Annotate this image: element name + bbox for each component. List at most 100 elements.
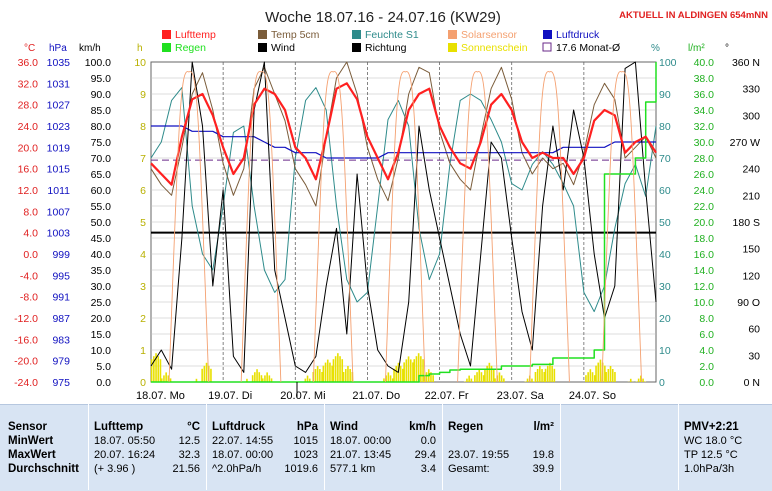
- axis-unit: %: [651, 43, 660, 54]
- sunshine-bar: [600, 360, 602, 382]
- sunshine-bar: [486, 366, 488, 382]
- sunshine-bar: [165, 372, 167, 382]
- pressure-tick: 983: [52, 334, 70, 346]
- humidity-tick: 50: [659, 217, 671, 229]
- humidity-tick: 60: [659, 185, 671, 197]
- sunshine-bar: [347, 366, 349, 382]
- temp-tick: 28.0: [18, 100, 39, 112]
- avg-note: ^2.0hPa/h: [212, 463, 261, 475]
- sunshine-bar: [151, 359, 153, 382]
- sunshine-bar: [547, 366, 549, 382]
- x-label: 19.07. Di: [208, 390, 252, 400]
- sunshine-bar: [388, 372, 390, 382]
- axis-unit: l/m²: [688, 43, 705, 54]
- sunshine-bar: [585, 375, 587, 382]
- wind-tick: 65.0: [91, 169, 112, 181]
- rain-tick: 38.0: [694, 73, 715, 85]
- wind-tick: 5.0: [96, 361, 111, 373]
- sunshine-bar: [554, 369, 556, 382]
- max-value: 29.4: [415, 448, 436, 462]
- sunshine-bar: [432, 375, 434, 382]
- sunshine-bar: [590, 369, 592, 382]
- total-label: Gesamt:: [448, 463, 490, 475]
- axis-unit: km/h: [79, 43, 101, 54]
- axis-unit: h: [137, 43, 143, 54]
- direction-tick: 30: [748, 350, 760, 362]
- direction-tick: 120: [742, 270, 760, 282]
- pressure-tick: 987: [52, 313, 70, 325]
- wind-tick: 80.0: [91, 121, 112, 133]
- sunshine-tick: 8: [140, 121, 146, 133]
- max-time: 23.07. 19:55: [448, 449, 509, 461]
- wind-tick: 100.0: [85, 57, 111, 69]
- sunshine-tick: 6: [140, 185, 146, 197]
- sunshine-tick: 1: [140, 345, 146, 357]
- legend-swatch: [258, 43, 267, 52]
- temp-tick: 20.0: [18, 142, 39, 154]
- min-value: 12.5: [179, 434, 200, 448]
- stats-col-sensor: Sensor MinWert MaxWert Durchschnitt: [8, 420, 84, 476]
- temp-tick: 12.0: [18, 185, 39, 197]
- legend-swatch: [448, 30, 457, 39]
- avg-value: 21.56: [172, 462, 200, 476]
- avg-note: (+ 3.96 ): [94, 463, 135, 475]
- row-label-min: MinWert: [8, 434, 84, 448]
- avg-value: 1019.6: [284, 462, 318, 476]
- sunshine-bar: [595, 366, 597, 382]
- wind-tick: 40.0: [91, 249, 112, 261]
- direction-tick: 240: [742, 164, 760, 176]
- max-value: 32.3: [179, 448, 200, 462]
- live-location-label: AKTUELL IN ALDINGEN 654mNN: [619, 10, 768, 21]
- direction-tick: 360 N: [732, 57, 760, 69]
- legend-label-1: Temp 5cm: [271, 29, 320, 41]
- direction-tick: 60: [748, 324, 760, 336]
- direction-tick: 150: [742, 244, 760, 256]
- wind-tick: 95.0: [91, 73, 112, 85]
- pressure-tick: 1015: [47, 164, 71, 176]
- sunshine-bar: [337, 353, 339, 382]
- dewpoint-value: TP 12.5 °C: [684, 448, 768, 462]
- sunshine-bar: [307, 376, 309, 382]
- rain-tick: 2.0: [699, 361, 714, 373]
- weather-week-chart: Woche 18.07.16 - 24.07.16 (KW29) AKTUELL…: [0, 0, 772, 400]
- max-time: 20.07. 16:24: [94, 449, 155, 461]
- sunshine-bar: [325, 363, 327, 382]
- col-header: Regen: [448, 421, 483, 433]
- windchill-value: WC 18.0 °C: [684, 434, 768, 448]
- sunshine-bar: [256, 369, 258, 382]
- sunshine-bar: [608, 369, 610, 382]
- pressure-tick: 991: [52, 292, 70, 304]
- sunshine-bar: [501, 375, 503, 382]
- sunshine-bar: [549, 363, 551, 382]
- sunshine-bar: [587, 372, 589, 382]
- sunshine-bar: [499, 372, 501, 382]
- sunshine-bar: [204, 366, 206, 382]
- direction-tick: 270 W: [730, 137, 760, 149]
- sunshine-bar: [349, 369, 351, 382]
- temp-tick: -8.0: [20, 292, 38, 304]
- humidity-tick: 10: [659, 345, 671, 357]
- sunshine-bar: [323, 366, 325, 382]
- temp-tick: -16.0: [14, 334, 38, 346]
- wind-tick: 85.0: [91, 105, 112, 117]
- temp-tick: 36.0: [18, 57, 39, 69]
- sunshine-bar: [390, 375, 392, 382]
- sunshine-bar: [491, 366, 493, 382]
- pressure-tick: 1003: [47, 228, 71, 240]
- pressure-tick: 1019: [47, 142, 71, 154]
- sunshine-bar: [489, 363, 491, 382]
- total-value: 39.9: [533, 462, 554, 476]
- legend-swatch: [162, 43, 171, 52]
- temp-tick: 32.0: [18, 78, 39, 90]
- rain-tick: 36.0: [694, 89, 715, 101]
- rain-tick: 28.0: [694, 153, 715, 165]
- rain-tick: 18.0: [694, 233, 715, 245]
- sunshine-tick: 0: [140, 377, 146, 389]
- legend-swatch: [543, 43, 551, 51]
- temp-tick: 0.0: [23, 249, 38, 261]
- legend-label-6: Wind: [271, 42, 295, 54]
- rain-tick: 22.0: [694, 201, 715, 213]
- sunshine-bar: [343, 372, 345, 382]
